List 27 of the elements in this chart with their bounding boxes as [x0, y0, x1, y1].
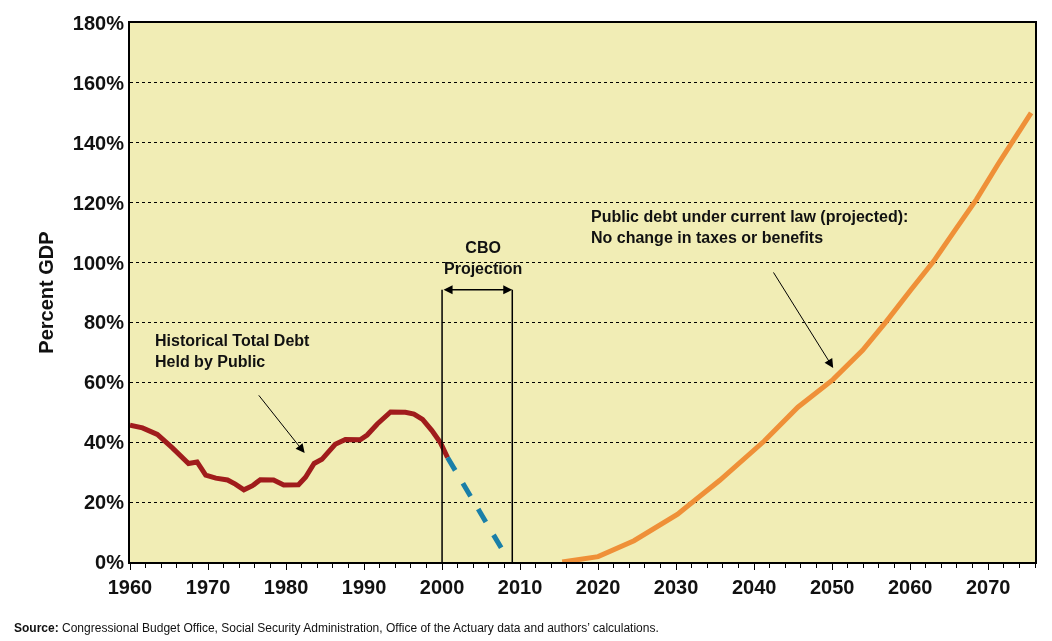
y-tick-label: 180%	[72, 12, 125, 34]
y-axis-title: Percent GDP	[34, 231, 57, 354]
y-tick-label: 120%	[72, 191, 125, 214]
y-tick-label: 60%	[83, 371, 125, 394]
y-tick-label: 80%	[83, 311, 125, 334]
y-tick-label: 100%	[72, 251, 125, 274]
x-tick-label: 2050	[809, 576, 855, 598]
x-tick-label: 2070	[965, 576, 1011, 598]
x-tick-label: 1960	[107, 576, 153, 598]
x-tick-label: 2060	[887, 576, 933, 598]
x-tick-label: 1990	[341, 576, 387, 598]
y-tick-label: 0%	[95, 551, 125, 573]
y-tick-label: 160%	[72, 71, 125, 94]
x-tick-label: 1980	[263, 576, 309, 598]
y-tick-label: 40%	[83, 431, 125, 454]
y-tick-label: 20%	[83, 491, 125, 514]
x-tick-label: 2000	[419, 576, 465, 598]
x-tick-label: 2020	[575, 576, 621, 598]
source-note: Source: Congressional Budget Office, Social Security Administration, Office of the Actuary data and authors’ calculations.	[14, 621, 659, 635]
x-tick-label: 2040	[731, 576, 777, 598]
y-tick-label: 140%	[72, 131, 125, 154]
x-tick-label: 1970	[185, 576, 231, 598]
x-tick-label: 2030	[653, 576, 699, 598]
annotation: CBO Projection	[444, 239, 523, 277]
annotation: Public debt under current law (projected): No change in taxes or benefits	[591, 208, 909, 246]
annotation: Historical Total Debt Held by Public	[155, 332, 311, 370]
x-tick-label: 2010	[497, 576, 543, 598]
